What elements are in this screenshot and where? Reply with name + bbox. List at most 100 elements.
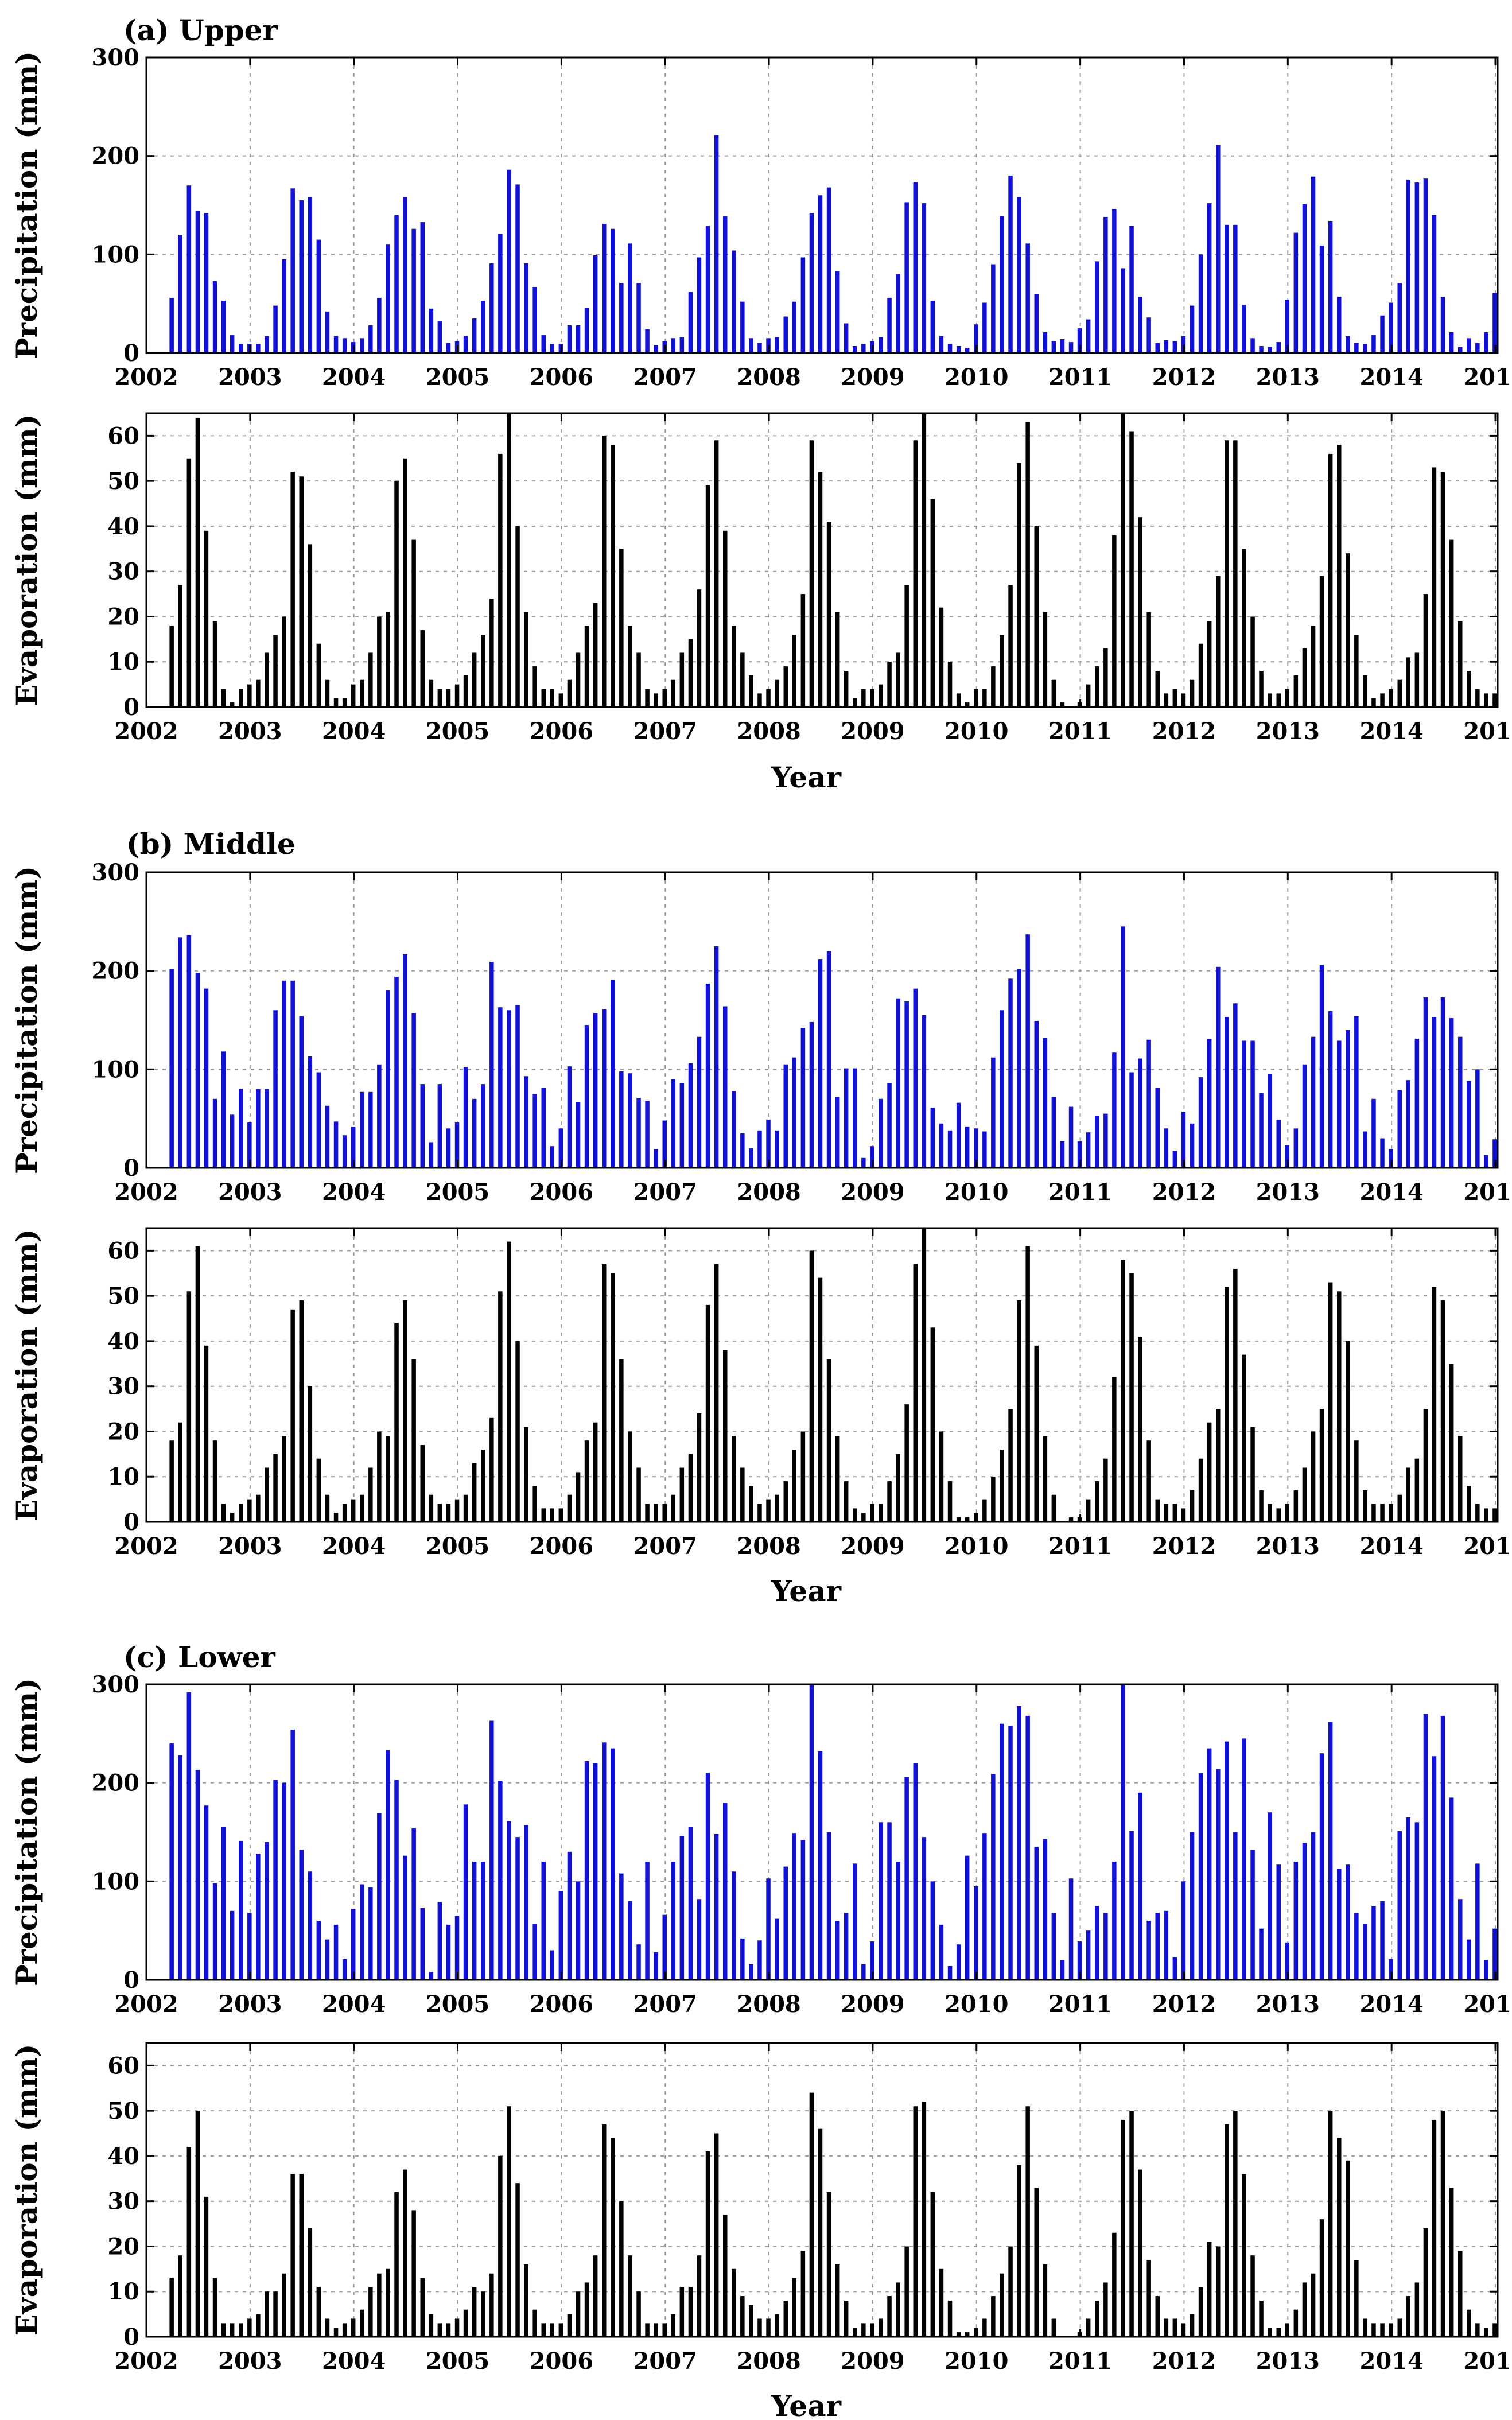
bar (1268, 1504, 1272, 1522)
x-axis-label: Year (771, 1574, 842, 1608)
bar (377, 1064, 382, 1168)
bar (394, 1323, 399, 1522)
bar (1346, 1341, 1350, 1522)
bar (1268, 347, 1272, 353)
bar-series (169, 926, 1497, 1168)
bar (446, 1128, 451, 1168)
bar (308, 197, 313, 353)
x-tick-label: 2014 (1359, 1179, 1423, 1206)
bar (913, 988, 918, 1168)
bar (1302, 204, 1307, 353)
bar (1363, 1131, 1367, 1168)
bar (524, 612, 528, 707)
bar (532, 2309, 537, 2337)
bar (1319, 2219, 1324, 2337)
bar (1467, 338, 1471, 353)
x-tick-label: 2002 (114, 1991, 178, 2018)
bar (913, 182, 918, 353)
bar (368, 2287, 373, 2337)
x-tick-label: 2003 (218, 718, 282, 745)
bar (1250, 1850, 1255, 1980)
bar (636, 1944, 641, 1980)
bar (1155, 2296, 1160, 2337)
bar (1268, 1812, 1272, 1980)
bar (204, 2196, 209, 2337)
bar (377, 616, 382, 707)
bar (939, 607, 944, 707)
bar (740, 1133, 745, 1168)
bar (360, 1884, 364, 1980)
y-tick-label: 40 (107, 1328, 139, 1355)
bar (1086, 1930, 1091, 1980)
bar (308, 1386, 313, 1522)
bar (1397, 1494, 1402, 1522)
bar (463, 2309, 468, 2337)
bar (1492, 1928, 1497, 1980)
bar (1328, 221, 1333, 353)
bar (1008, 585, 1013, 707)
bar (1129, 1831, 1134, 1980)
bar (1276, 1864, 1281, 1980)
bar (1363, 675, 1367, 707)
bar (593, 255, 598, 353)
bar (515, 2183, 520, 2337)
bar (368, 1887, 373, 1980)
bar (1155, 1499, 1160, 1522)
bar (212, 1883, 217, 1980)
x-tick-label: 2006 (530, 1179, 593, 1206)
y-tick-label: 200 (92, 143, 140, 170)
bar (1242, 549, 1246, 707)
bar (1164, 1910, 1169, 1980)
bar (1293, 1490, 1299, 1522)
bar (1164, 2318, 1169, 2337)
bar (463, 1494, 468, 1522)
bar (1389, 302, 1393, 353)
bar (757, 693, 762, 707)
bar (879, 2318, 883, 2337)
bar (316, 239, 321, 353)
bar (887, 1083, 892, 1168)
bar (947, 1481, 953, 1522)
bar (325, 311, 330, 353)
x-tick-label: 2008 (737, 364, 800, 391)
bar (1086, 1499, 1091, 1522)
x-tick-label: 2013 (1256, 1179, 1320, 1206)
x-tick-label: 2007 (633, 1533, 697, 1560)
bar (265, 1842, 269, 1980)
bar (1492, 293, 1497, 353)
x-tick-label: 2009 (841, 1533, 904, 1560)
bar (956, 1944, 961, 1980)
bar (1086, 2318, 1091, 2337)
bar (420, 630, 425, 707)
bar (273, 305, 278, 353)
bar (1060, 1960, 1065, 1980)
bar (602, 1742, 607, 1980)
bar (1432, 1287, 1437, 1522)
bar (1068, 1517, 1074, 1522)
bar (411, 1828, 416, 1980)
bar (212, 1098, 217, 1168)
bar (947, 2301, 953, 2337)
bar (524, 263, 528, 353)
bar (1043, 1038, 1048, 1168)
bar (403, 2169, 407, 2337)
bar (956, 2332, 961, 2337)
bar (1190, 1832, 1195, 1980)
bar (1008, 2246, 1013, 2337)
bar (1121, 1260, 1125, 1522)
bar (879, 1822, 883, 1980)
bar (1198, 1077, 1203, 1168)
bar (1510, 2296, 1512, 2337)
bar (896, 274, 900, 353)
bar (1389, 1959, 1393, 1980)
bar (429, 1972, 434, 1980)
bar (333, 1121, 339, 1168)
y-tick-label: 60 (107, 1237, 139, 1264)
bar (654, 2323, 658, 2337)
bar (1380, 1504, 1385, 1522)
bar (662, 1504, 667, 1522)
bar (1198, 643, 1203, 707)
bar (1328, 1282, 1333, 1522)
bar (454, 1916, 460, 1980)
bar (1259, 671, 1264, 707)
